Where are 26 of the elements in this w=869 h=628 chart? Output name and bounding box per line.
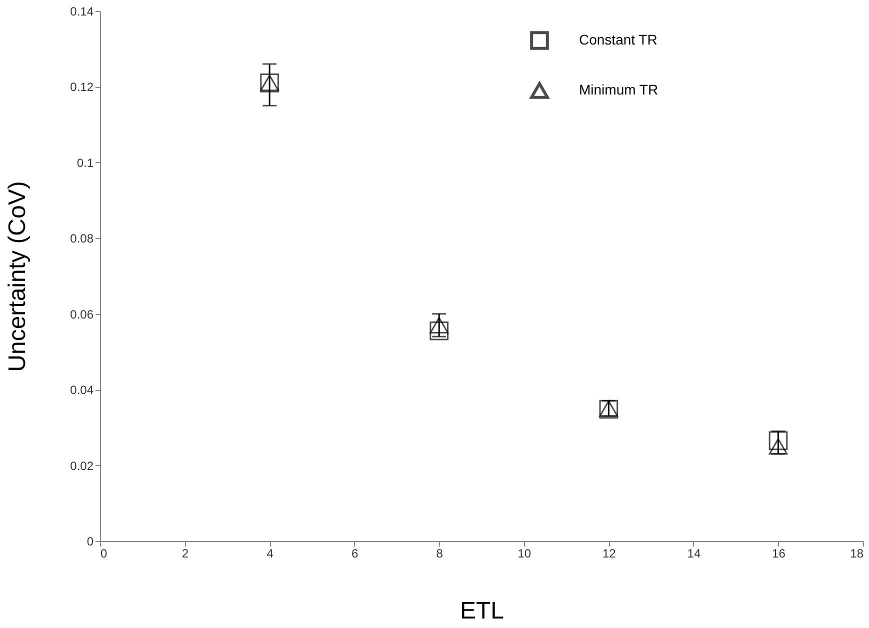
y-tick-label: 0.1 [76,156,94,170]
x-tick-label: 4 [266,546,274,560]
x-tick-label: 8 [436,546,444,560]
x-tick-label: 2 [182,546,189,560]
legend-label: Constant TR [579,32,658,48]
y-tick-label: 0.12 [70,80,94,94]
x-tick-label: 18 [850,546,864,560]
y-tick-label: 0.14 [70,4,94,18]
x-axis-title: ETL [460,598,504,624]
point [430,321,449,340]
x-tick-label: 14 [687,546,701,560]
x-tick-label: 12 [602,546,616,560]
point [768,431,788,450]
y-axis-title: Uncertainty (CoV) [4,181,32,372]
point [768,438,788,455]
x-tick-label: 0 [100,546,108,560]
y-tick-label: 0.08 [70,232,94,246]
x-tick-label: 16 [772,546,786,560]
x-tick-label: 10 [518,546,532,560]
x-tick-label: 6 [351,546,358,560]
y-tick-label: 0.04 [70,383,94,398]
legend-label: Minimum TR [579,82,658,98]
point [430,316,449,334]
y-tick-label: 0.02 [70,458,94,473]
y-tick-label: 0.06 [70,307,94,322]
y-tick-label: 0 [86,534,94,548]
